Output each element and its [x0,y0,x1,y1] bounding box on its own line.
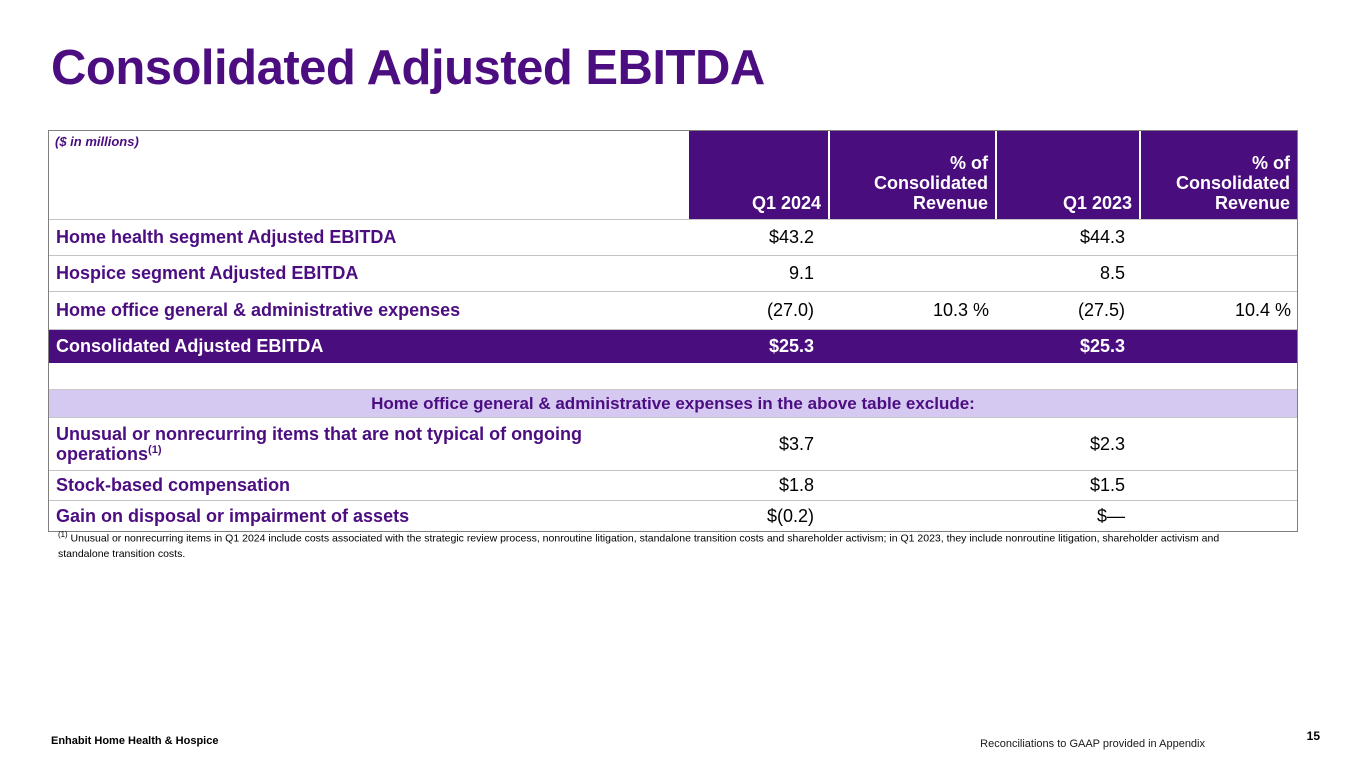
value-q1-2023: $44.3 [1079,227,1125,247]
table-row: Hospice segment Adjusted EBITDA 9.1 8.5 [49,255,1297,291]
value-pct-2023: 10.4 % [1234,300,1291,320]
column-header-pct-2023: % of Consolidated Revenue [1139,131,1297,219]
ebitda-table: ($ in millions) Q1 2024 % of Consolidate… [48,130,1298,532]
table-row: Gain on disposal or impairment of assets… [49,500,1297,531]
total-q1-2023: $25.3 [1079,336,1125,356]
value-q1-2024: (27.0) [766,300,814,320]
units-note: ($ in millions) [55,134,139,149]
value-pct-2024: 10.3 % [932,300,989,320]
spacer-row [49,363,1297,389]
value-q1-2024: 9.1 [788,263,814,283]
row-label: Home health segment Adjusted EBITDA [56,227,397,248]
value-q1-2024: $1.8 [778,475,814,495]
table-row: Home health segment Adjusted EBITDA $43.… [49,219,1297,255]
total-row: Consolidated Adjusted EBITDA $25.3 $25.3 [49,329,1297,363]
table-header-row: ($ in millions) Q1 2024 % of Consolidate… [49,131,1297,219]
value-q1-2023: $1.5 [1089,475,1125,495]
row-label: Hospice segment Adjusted EBITDA [56,263,359,284]
value-q1-2024: $43.2 [768,227,814,247]
row-label: Unusual or nonrecurring items that are n… [56,423,583,464]
table-row: Home office general & administrative exp… [49,291,1297,329]
value-q1-2023: $2.3 [1089,433,1125,454]
table-row: Stock-based compensation $1.8 $1.5 [49,470,1297,500]
footnote-text: Unusual or nonrecurring items in Q1 2024… [58,532,1220,561]
value-q1-2023: (27.5) [1077,300,1125,320]
row-label: Home office general & administrative exp… [56,300,461,321]
column-header-q1-2024: Q1 2024 [689,131,828,219]
column-header-pct-2024: % of Consolidated Revenue [828,131,995,219]
value-q1-2024: $(0.2) [766,505,814,526]
units-note-cell: ($ in millions) [49,131,689,219]
gaap-reconciliation-note: Reconciliations to GAAP provided in Appe… [980,738,1205,750]
total-row-label: Consolidated Adjusted EBITDA [56,336,324,357]
row-label: Gain on disposal or impairment of assets [56,505,410,526]
value-q1-2023: 8.5 [1099,263,1125,283]
company-name: Enhabit Home Health & Hospice [51,735,219,747]
value-q1-2024: $3.7 [778,433,814,454]
table-row: Unusual or nonrecurring items that are n… [49,417,1297,470]
page-number: 15 [1306,729,1320,743]
footnote: (1) Unusual or nonrecurring items in Q1 … [58,529,1263,563]
total-q1-2024: $25.3 [768,336,814,356]
row-label: Stock-based compensation [56,475,291,496]
footnote-reference: (1) [148,444,162,456]
column-header-q1-2023: Q1 2023 [995,131,1139,219]
value-q1-2023: $— [1096,505,1125,526]
footnote-marker: (1) [58,530,68,539]
page-title: Consolidated Adjusted EBITDA [51,41,765,95]
exclusions-header-band: Home office general & administrative exp… [49,389,1297,417]
